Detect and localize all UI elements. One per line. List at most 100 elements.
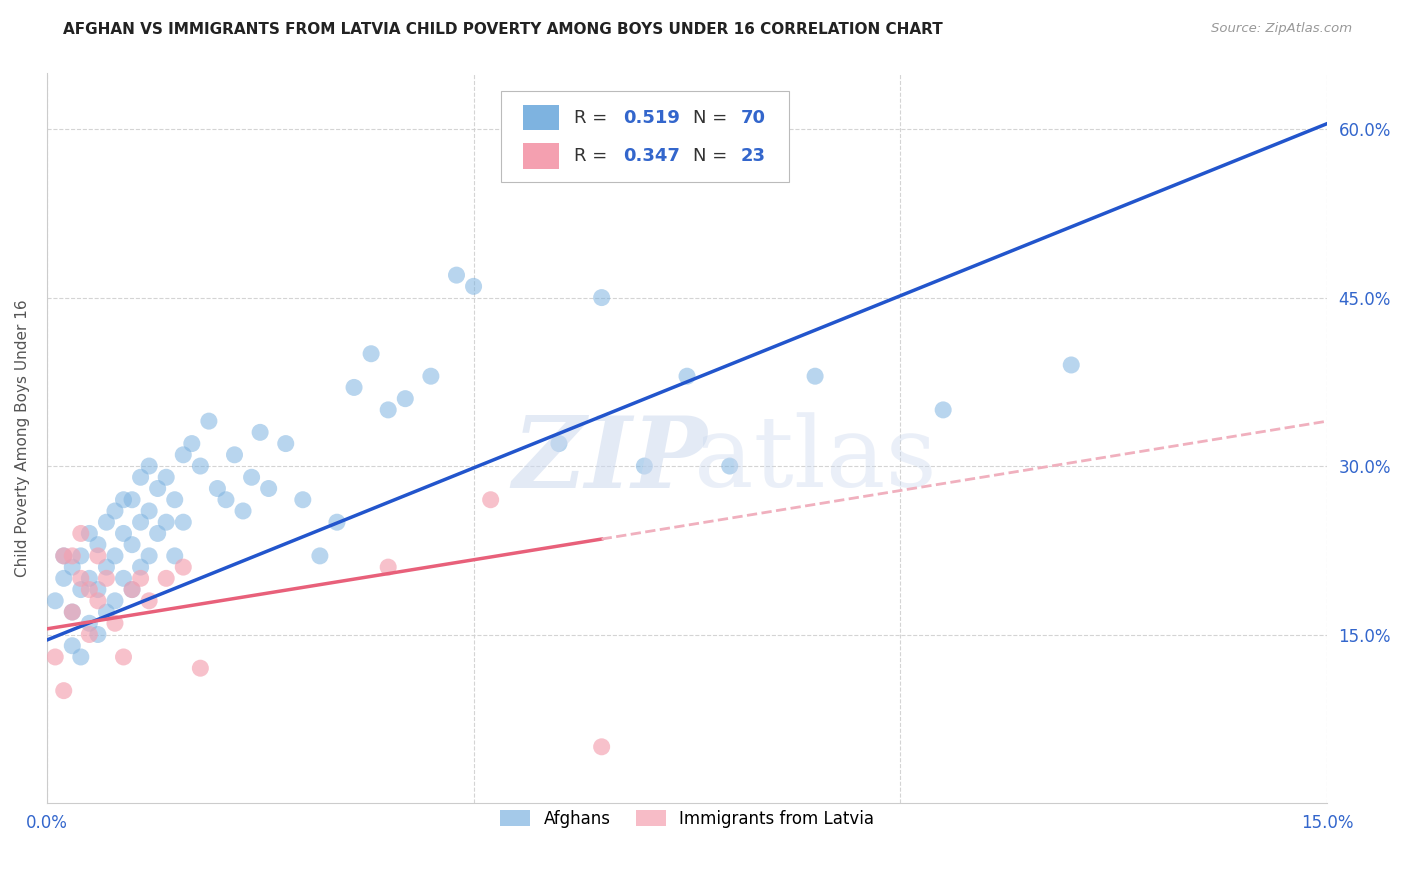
Point bbox=[121, 582, 143, 597]
Text: 23: 23 bbox=[741, 147, 766, 165]
Point bbox=[96, 515, 118, 529]
Point bbox=[215, 492, 238, 507]
Point bbox=[79, 627, 101, 641]
Point bbox=[343, 380, 366, 394]
Text: R =: R = bbox=[574, 109, 613, 127]
Point bbox=[309, 549, 332, 563]
Point bbox=[52, 549, 75, 563]
Legend: Afghans, Immigrants from Latvia: Afghans, Immigrants from Latvia bbox=[494, 804, 880, 835]
Point bbox=[146, 482, 169, 496]
Point bbox=[232, 504, 254, 518]
Point bbox=[172, 515, 194, 529]
Point bbox=[79, 582, 101, 597]
Point bbox=[79, 571, 101, 585]
Point bbox=[52, 549, 75, 563]
Point bbox=[87, 627, 110, 641]
Point bbox=[676, 369, 699, 384]
Text: N =: N = bbox=[693, 147, 734, 165]
Point bbox=[104, 549, 127, 563]
Point bbox=[172, 560, 194, 574]
Point bbox=[163, 492, 186, 507]
Point bbox=[69, 526, 91, 541]
Point bbox=[163, 549, 186, 563]
Point bbox=[155, 470, 177, 484]
Point bbox=[188, 661, 211, 675]
Text: 70: 70 bbox=[741, 109, 766, 127]
Text: 0.519: 0.519 bbox=[623, 109, 681, 127]
Point bbox=[463, 279, 485, 293]
Point bbox=[121, 582, 143, 597]
Point bbox=[249, 425, 271, 440]
Point bbox=[60, 639, 83, 653]
Point bbox=[87, 538, 110, 552]
Point bbox=[96, 560, 118, 574]
Point bbox=[207, 482, 229, 496]
Point bbox=[155, 515, 177, 529]
Point bbox=[60, 549, 83, 563]
Point bbox=[121, 538, 143, 552]
Point bbox=[180, 436, 202, 450]
Point bbox=[96, 571, 118, 585]
Point bbox=[138, 549, 160, 563]
Point bbox=[44, 650, 66, 665]
Point bbox=[69, 571, 91, 585]
Point bbox=[377, 560, 399, 574]
Point bbox=[112, 650, 135, 665]
Point bbox=[198, 414, 221, 428]
Point bbox=[52, 571, 75, 585]
Point bbox=[104, 504, 127, 518]
Point bbox=[419, 369, 441, 384]
Point bbox=[188, 458, 211, 473]
Point bbox=[394, 392, 416, 406]
Point bbox=[87, 582, 110, 597]
Point bbox=[60, 605, 83, 619]
Point bbox=[104, 616, 127, 631]
Point bbox=[121, 492, 143, 507]
Y-axis label: Child Poverty Among Boys Under 16: Child Poverty Among Boys Under 16 bbox=[15, 299, 30, 577]
Point bbox=[326, 515, 349, 529]
Point bbox=[69, 582, 91, 597]
Point bbox=[633, 458, 655, 473]
Point bbox=[377, 403, 399, 417]
Point bbox=[129, 515, 152, 529]
Point bbox=[69, 549, 91, 563]
Point bbox=[172, 448, 194, 462]
Point bbox=[52, 683, 75, 698]
Point bbox=[479, 492, 502, 507]
Point bbox=[129, 560, 152, 574]
Point bbox=[224, 448, 246, 462]
Text: N =: N = bbox=[693, 109, 734, 127]
Point bbox=[60, 605, 83, 619]
Point bbox=[112, 571, 135, 585]
Point bbox=[804, 369, 827, 384]
Point bbox=[360, 347, 382, 361]
Point bbox=[60, 560, 83, 574]
Point bbox=[146, 526, 169, 541]
Point bbox=[274, 436, 297, 450]
Point bbox=[138, 458, 160, 473]
Point bbox=[96, 605, 118, 619]
Point bbox=[1060, 358, 1083, 372]
Point bbox=[129, 470, 152, 484]
Text: AFGHAN VS IMMIGRANTS FROM LATVIA CHILD POVERTY AMONG BOYS UNDER 16 CORRELATION C: AFGHAN VS IMMIGRANTS FROM LATVIA CHILD P… bbox=[63, 22, 943, 37]
Point bbox=[87, 549, 110, 563]
Point bbox=[129, 571, 152, 585]
Point bbox=[155, 571, 177, 585]
Point bbox=[112, 492, 135, 507]
Point bbox=[79, 616, 101, 631]
Point bbox=[932, 403, 955, 417]
Text: Source: ZipAtlas.com: Source: ZipAtlas.com bbox=[1212, 22, 1353, 36]
Point bbox=[591, 291, 613, 305]
Point bbox=[44, 594, 66, 608]
Point bbox=[718, 458, 741, 473]
Text: ZIP: ZIP bbox=[513, 411, 707, 508]
Point bbox=[548, 436, 571, 450]
Point bbox=[69, 650, 91, 665]
Point bbox=[138, 504, 160, 518]
Text: 0.347: 0.347 bbox=[623, 147, 681, 165]
Point bbox=[240, 470, 263, 484]
Point bbox=[112, 526, 135, 541]
Point bbox=[79, 526, 101, 541]
Point bbox=[138, 594, 160, 608]
Point bbox=[257, 482, 280, 496]
